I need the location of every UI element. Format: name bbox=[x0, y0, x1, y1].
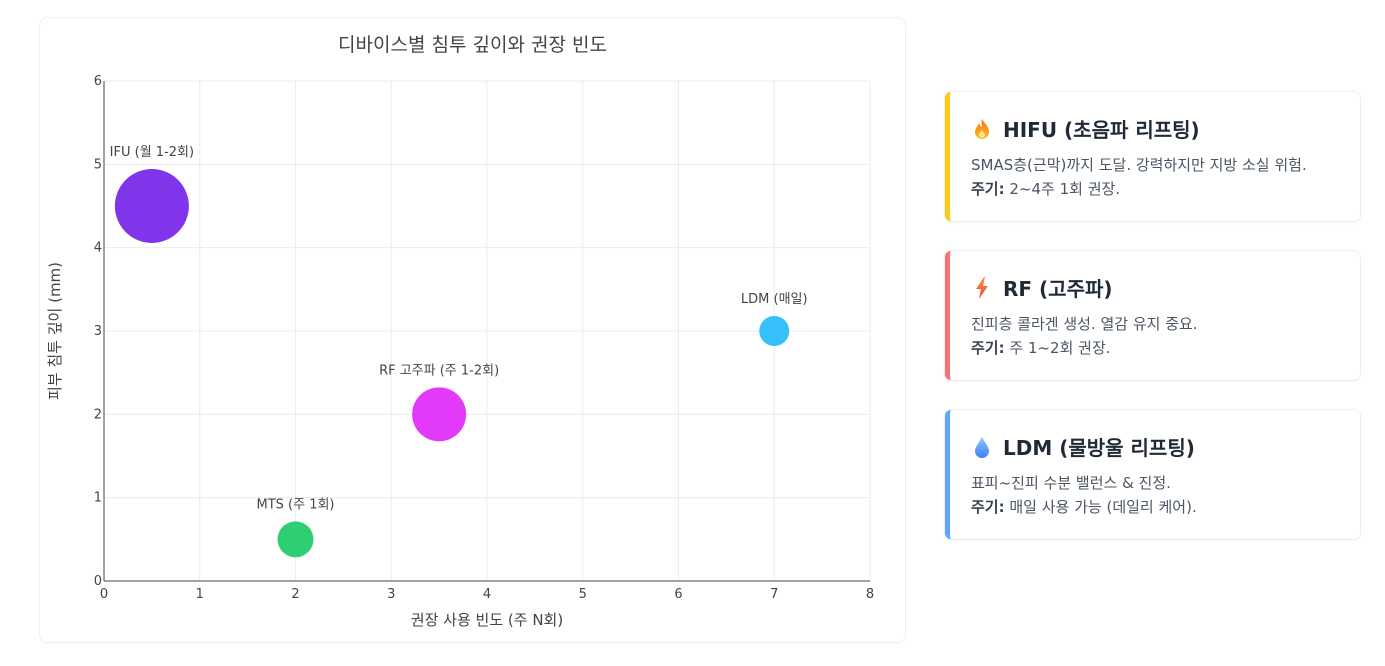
svg-text:피부 침투 깊이 (mm): 피부 침투 깊이 (mm) bbox=[46, 262, 64, 400]
bubble-point[interactable] bbox=[412, 387, 467, 442]
card-cycle: 주기: 매일 사용 가능 (데일리 케어). bbox=[971, 498, 1197, 516]
svg-text:6: 6 bbox=[674, 587, 682, 602]
svg-text:2: 2 bbox=[291, 587, 299, 602]
card-description: SMAS층(근막)까지 도달. 강력하지만 지방 소실 위험. bbox=[971, 156, 1307, 174]
card-rf: RF (고주파) 진피층 콜라겐 생성. 열감 유지 중요. 주기: 주 1~2… bbox=[945, 251, 1360, 380]
card-title: HIFU (초음파 리프팅) bbox=[1003, 118, 1200, 142]
bubble-chart: 0 1 2 3 4 5 6 7 8 0 1 2 3 4 5 6 권장 사용 빈도 (주 N회) 피부 침투 깊이 … bbox=[46, 74, 874, 629]
svg-text:1: 1 bbox=[94, 491, 102, 506]
svg-text:3: 3 bbox=[94, 324, 102, 339]
fire-icon bbox=[971, 118, 993, 140]
card-description: 진피층 콜라겐 생성. 열감 유지 중요. bbox=[971, 315, 1198, 333]
card-title: RF (고주파) bbox=[1003, 277, 1113, 301]
card-cycle: 주기: 주 1~2회 권장. bbox=[971, 339, 1111, 357]
lightning-icon bbox=[971, 276, 993, 299]
svg-text:7: 7 bbox=[770, 587, 778, 602]
svg-text:MTS (주 1회): MTS (주 1회) bbox=[256, 497, 334, 512]
card-cycle: 주기: 2~4주 1회 권장. bbox=[971, 180, 1121, 198]
device-info-panel: HIFU (초음파 리프팅) SMAS층(근막)까지 도달. 강력하지만 지방 … bbox=[945, 92, 1360, 569]
svg-text:5: 5 bbox=[94, 157, 102, 172]
svg-text:1: 1 bbox=[196, 587, 204, 602]
svg-text:LDM (매일): LDM (매일) bbox=[741, 292, 808, 307]
svg-text:5: 5 bbox=[579, 587, 587, 602]
chart-card: 디바이스별 침투 깊이와 권장 빈도 0 1 2 3 4 5 6 7 8 0 1 2 3 4 5 6 권장 사용… bbox=[40, 18, 905, 642]
card-description: 표피~진피 수분 밸런스 & 진정. bbox=[971, 474, 1171, 492]
chart-title: 디바이스별 침투 깊이와 권장 빈도 bbox=[338, 34, 607, 56]
svg-text:4: 4 bbox=[483, 587, 491, 602]
svg-text:IFU (월 1-2회): IFU (월 1-2회) bbox=[110, 145, 194, 160]
svg-text:0: 0 bbox=[100, 587, 108, 602]
svg-text:8: 8 bbox=[866, 587, 874, 602]
svg-text:RF 고주파 (주 1-2회): RF 고주파 (주 1-2회) bbox=[379, 363, 499, 378]
bubble-point[interactable] bbox=[277, 521, 314, 558]
card-title: LDM (물방울 리프팅) bbox=[1003, 436, 1195, 460]
svg-text:6: 6 bbox=[94, 74, 102, 89]
bubble-point[interactable] bbox=[114, 169, 189, 243]
droplet-icon bbox=[971, 436, 993, 458]
card-hifu: HIFU (초음파 리프팅) SMAS층(근막)까지 도달. 강력하지만 지방 … bbox=[945, 92, 1360, 221]
svg-text:2: 2 bbox=[94, 407, 102, 422]
svg-text:0: 0 bbox=[94, 574, 102, 589]
bubble-point[interactable] bbox=[759, 316, 790, 346]
svg-text:권장 사용 빈도 (주 N회): 권장 사용 빈도 (주 N회) bbox=[411, 611, 563, 629]
svg-text:3: 3 bbox=[387, 587, 395, 602]
card-ldm: LDM (물방울 리프팅) 표피~진피 수분 밸런스 & 진정. 주기: 매일 … bbox=[945, 410, 1360, 539]
svg-text:4: 4 bbox=[94, 241, 102, 256]
